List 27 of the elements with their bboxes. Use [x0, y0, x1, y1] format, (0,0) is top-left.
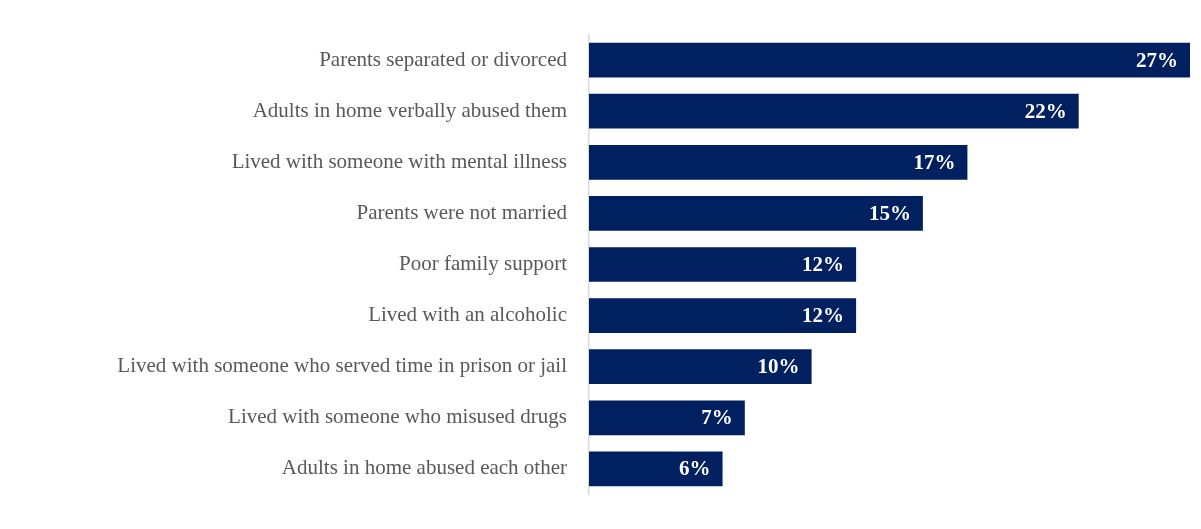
bar	[589, 349, 812, 385]
bar	[589, 93, 1079, 129]
bar	[589, 451, 723, 487]
bar	[589, 144, 968, 180]
bar	[589, 247, 857, 282]
y-tick-label: Lived with an alcoholic	[368, 302, 567, 327]
y-tick-label: Parents were not married	[356, 199, 568, 224]
y-tick-label: Poor family support	[399, 251, 568, 276]
y-tick-label: Lived with someone with mental illness	[231, 148, 567, 173]
bar	[589, 298, 857, 333]
data-label: 27%	[1136, 47, 1178, 72]
y-tick-label: Lived with someone who misused drugs	[228, 404, 567, 429]
bar	[589, 42, 1190, 78]
y-tick-label: Parents separated or divorced	[319, 46, 568, 71]
data-label: 15%	[868, 200, 911, 225]
bar	[589, 400, 745, 436]
data-label: 12%	[802, 303, 845, 328]
y-tick-label: Lived with someone who served time in prison or jail	[117, 353, 568, 378]
y-tick-label: Adults in home abused each other	[281, 455, 568, 480]
y-tick-label: Adults in home verbally abused them	[252, 97, 567, 122]
data-label: 6%	[679, 456, 711, 481]
data-label: 22%	[1024, 98, 1067, 123]
bar	[589, 196, 923, 231]
data-label: 12%	[802, 251, 845, 276]
data-label: 17%	[913, 149, 956, 174]
data-label: 10%	[757, 354, 800, 379]
data-label: 7%	[701, 405, 733, 430]
